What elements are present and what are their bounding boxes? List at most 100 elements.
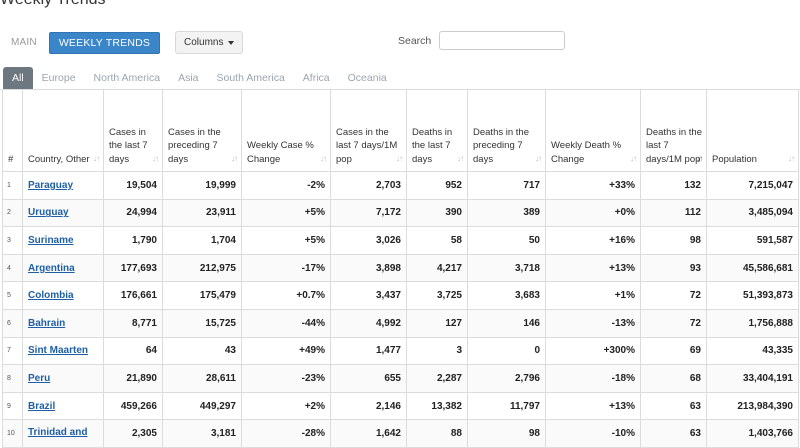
table-cell: 127 [406,308,468,338]
search-label: Search [398,35,432,47]
table-cell: +33% [545,171,641,200]
country-cell: Paraguay [22,171,104,200]
sort-icon: ↓↑ [93,153,100,163]
column-header[interactable]: Population ↓↑ [706,89,799,172]
region-tab-north-america[interactable]: North America [93,72,161,84]
table-cell: 213,984,390 [706,391,799,421]
country-link[interactable]: Trinidad and [28,427,88,439]
column-header[interactable]: Deaths in the preceding 7 days ↓↑ [467,89,546,172]
table-cell: 449,297 [162,391,242,421]
country-link[interactable]: Argentina [28,262,75,274]
row-number: 8 [2,364,23,393]
table-row: 1 Paraguay 19,504 19,999 -2% 2,703 952 717 +33% 1… [2,171,799,200]
country-link[interactable]: Sint Maarten [28,345,89,357]
table-cell: 3,898 [330,253,407,283]
country-cell: Uruguay [22,198,104,228]
region-tab-oceania[interactable]: Oceania [347,72,387,84]
country-cell: Trinidad and [22,419,104,448]
columns-button-label: Columns [184,37,224,48]
table-cell: 1,790 [103,226,163,255]
region-tab-europe[interactable]: Europe [41,72,76,84]
region-tab-asia[interactable]: Asia [178,72,199,84]
table-header-row: # Country, Other ↓↑ Cases in the last 7 d… [2,89,799,172]
country-link[interactable]: Uruguay [28,207,69,219]
table-cell: 98 [640,226,707,255]
country-link[interactable]: Suriname [28,234,74,246]
column-header-label: # [8,153,14,165]
table-cell: 4,992 [330,308,407,338]
table-cell: +16% [545,226,641,255]
table-cell: +1% [545,281,641,310]
column-header[interactable]: Cases in the last 7 days/1M pop ↓↑ [330,89,407,172]
region-tab-all[interactable]: All [3,67,33,89]
table-cell: 69 [640,336,707,366]
country-cell: Colombia [22,281,104,310]
table-cell: 3,437 [330,281,407,310]
region-tab-africa[interactable]: Africa [302,72,330,84]
column-header[interactable]: Weekly Death % Change ↓↑ [545,89,641,172]
table-row: 3 Suriname 1,790 1,704 +5% 3,026 58 50 +16% 98 591… [2,226,799,255]
table-cell: 64 [103,336,163,366]
table-cell: 58 [406,226,468,255]
country-link[interactable]: Paraguay [28,179,74,191]
column-header[interactable]: Deaths in the last 7 days/1M pop ↓↑ [640,89,707,172]
table-cell: 88 [406,419,468,448]
column-header[interactable]: Weekly Case % Change ↓↑ [241,89,331,172]
table-cell: +49% [241,336,331,366]
table-cell: 2,287 [406,364,468,393]
tab-main[interactable]: MAIN [11,37,37,48]
table-cell: -28% [241,419,331,448]
table-cell: +5% [241,198,331,228]
country-cell: Argentina [22,253,104,283]
column-header[interactable]: Cases in the preceding 7 days ↓↑ [162,89,242,172]
table-cell: +0.7% [241,281,331,310]
row-number: 1 [2,171,23,200]
table-cell: -17% [241,253,331,283]
sort-icon: ↓↑ [231,153,238,163]
sort-icon: ↓↑ [396,153,403,163]
column-header[interactable]: Country, Other ↓↑ [22,89,104,172]
column-header-label: Deaths in the preceding 7 days [473,126,529,165]
column-header[interactable]: Deaths in the last 7 days ↓↑ [406,89,468,172]
sort-icon: ↓↑ [630,153,637,163]
caret-down-icon [228,40,235,45]
table-cell: -10% [545,419,641,448]
table-cell: 390 [406,198,468,228]
table-cell: 28,611 [162,364,242,393]
weekly-trends-table: # Country, Other ↓↑ Cases in the last 7 d… [2,89,799,448]
search-input[interactable] [439,31,565,50]
table-cell: 72 [640,308,707,338]
table-cell: 43,335 [706,336,799,366]
table-cell: 1,403,766 [706,419,799,448]
column-header[interactable]: Cases in the last 7 days ↓↑ [103,89,163,172]
region-tab-south-america[interactable]: South America [216,72,285,84]
column-header[interactable]: # [2,89,23,172]
table-cell: 19,504 [103,171,163,200]
country-link[interactable]: Colombia [28,290,74,302]
table-cell: 43 [162,336,242,366]
table-row: 10 Trinidad and 2,305 3,181 -28% 1,642 88 98 -10… [2,419,799,448]
table-cell: 952 [406,171,468,200]
table-row: 8 Peru 21,890 28,611 -23% 655 2,287 2,796 -18% 68… [2,364,799,393]
table-cell: 13,382 [406,391,468,421]
country-link[interactable]: Peru [28,372,51,384]
country-cell: Peru [22,364,104,393]
country-link[interactable]: Bahrain [28,317,66,329]
table-cell: -2% [241,171,331,200]
sort-icon: ↓↑ [320,153,327,163]
table-cell: -13% [545,308,641,338]
table-cell: 50 [467,226,546,255]
tab-weekly-trends[interactable]: WEEKLY TRENDS [48,31,161,54]
table-cell: 1,642 [330,419,407,448]
column-header-label: Deaths in the last 7 days [412,126,453,165]
row-number: 6 [2,308,23,338]
table-cell: 68 [640,364,707,393]
table-row: 9 Brazil 459,266 449,297 +2% 2,146 13,382 11,79… [2,391,799,421]
table-cell: 45,586,681 [706,253,799,283]
row-number: 5 [2,281,23,310]
table-cell: 3 [406,336,468,366]
country-link[interactable]: Brazil [28,400,56,412]
row-number: 7 [2,336,23,366]
table-cell: +300% [545,336,641,366]
columns-button[interactable]: Columns [175,31,244,54]
